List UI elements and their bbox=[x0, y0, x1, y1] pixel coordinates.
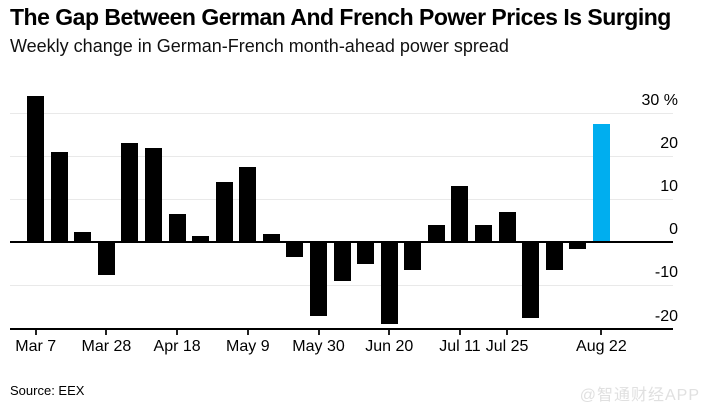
bar-jul-25 bbox=[498, 212, 516, 243]
gridline bbox=[10, 155, 673, 157]
bar-mar-7 bbox=[27, 96, 45, 243]
bar-apr-4 bbox=[121, 143, 139, 243]
gridline bbox=[10, 112, 673, 114]
x-axis-tick bbox=[105, 328, 108, 335]
y-axis-label: -10 bbox=[654, 264, 678, 282]
x-axis-label: Mar 28 bbox=[81, 337, 132, 355]
x-axis-tick bbox=[458, 328, 461, 335]
x-axis-tick bbox=[246, 328, 249, 335]
x-axis-tick bbox=[176, 328, 179, 335]
x-axis-tick bbox=[600, 328, 603, 335]
bar-jun-6 bbox=[333, 242, 351, 282]
bar-jun-20 bbox=[380, 242, 398, 325]
y-axis-label: 0 bbox=[669, 221, 678, 239]
bar-may-2 bbox=[215, 182, 233, 243]
bar-aug-8 bbox=[545, 242, 563, 271]
x-axis-label: Aug 22 bbox=[576, 337, 627, 355]
plot-area bbox=[10, 80, 673, 330]
bar-may-16 bbox=[262, 233, 280, 243]
bar-aug-15 bbox=[569, 242, 587, 249]
bar-may-23 bbox=[286, 242, 304, 258]
x-axis-label: May 30 bbox=[292, 337, 345, 355]
bar-jul-11 bbox=[451, 186, 469, 243]
bar-apr-11 bbox=[145, 147, 163, 243]
gridline bbox=[10, 198, 673, 200]
x-axis-tick bbox=[506, 328, 509, 335]
bar-apr-18 bbox=[168, 214, 186, 243]
watermark: @智通财经APP bbox=[579, 387, 700, 404]
x-axis-label: May 9 bbox=[226, 337, 270, 355]
bar-mar-14 bbox=[50, 152, 68, 243]
source-label: Source: EEX bbox=[10, 383, 85, 398]
y-axis-label: 10 bbox=[660, 178, 678, 196]
bar-aug-1 bbox=[522, 242, 540, 318]
x-axis-line bbox=[10, 327, 673, 330]
y-axis-label: 20 bbox=[660, 135, 678, 153]
chart-subtitle: Weekly change in German-French month-ahe… bbox=[10, 36, 509, 56]
y-axis-label: 30 % bbox=[641, 92, 678, 110]
x-axis-label: Jul 25 bbox=[485, 337, 529, 355]
bar-mar-21 bbox=[74, 231, 92, 243]
y-axis-label: -20 bbox=[654, 307, 678, 325]
x-axis-tick bbox=[34, 328, 37, 335]
chart-title: The Gap Between German And French Power … bbox=[10, 4, 671, 30]
bar-may-9 bbox=[239, 167, 257, 243]
x-axis-tick bbox=[317, 328, 320, 335]
x-axis-label: Jun 20 bbox=[365, 337, 414, 355]
bar-aug-22 bbox=[592, 124, 610, 243]
bar-jul-4 bbox=[427, 225, 445, 243]
bar-jun-13 bbox=[357, 242, 375, 264]
bar-mar-28 bbox=[97, 242, 115, 275]
bar-jul-18 bbox=[475, 225, 493, 243]
x-axis-label: Mar 7 bbox=[15, 337, 57, 355]
x-axis-label: Jul 11 bbox=[439, 337, 481, 355]
bar-may-30 bbox=[310, 242, 328, 316]
bar-jun-27 bbox=[404, 242, 422, 271]
bar-apr-25 bbox=[192, 235, 210, 243]
zero-line bbox=[10, 241, 673, 244]
x-axis-tick bbox=[388, 328, 391, 335]
gridline bbox=[10, 284, 673, 286]
x-axis-label: Apr 18 bbox=[153, 337, 201, 355]
